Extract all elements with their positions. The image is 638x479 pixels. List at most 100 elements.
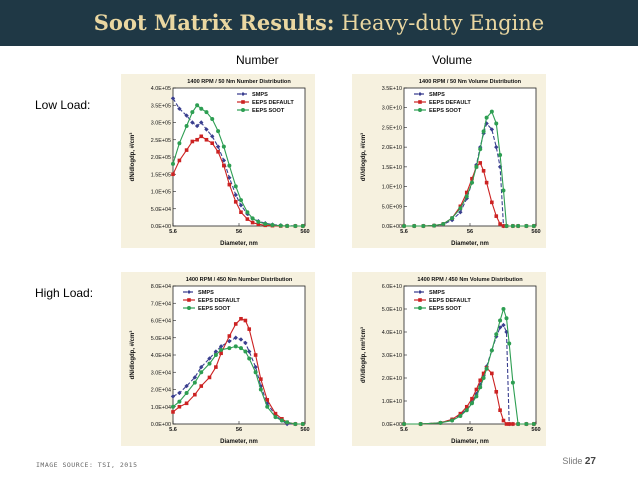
data-point — [458, 210, 463, 215]
data-point — [501, 322, 506, 328]
data-point — [278, 223, 283, 228]
data-point — [213, 353, 218, 357]
data-point — [177, 106, 182, 111]
slide-number: Slide 27 — [562, 456, 596, 467]
x-tick-label: 560 — [531, 427, 540, 433]
data-point — [207, 361, 212, 366]
legend-item: SMPS — [237, 92, 268, 98]
data-point — [458, 411, 463, 416]
legend-marker — [187, 298, 191, 302]
data-point — [489, 348, 494, 353]
data-point — [256, 219, 261, 224]
data-point — [199, 120, 204, 125]
data-point — [273, 411, 278, 416]
legend-item: SMPS — [183, 290, 214, 296]
series-line — [404, 110, 534, 227]
data-point — [227, 163, 232, 168]
legend-marker — [418, 306, 422, 310]
legend-marker — [241, 92, 245, 96]
chart-high-load-number: 1400 RPM / 450 Nm Number Distribution 0.0… — [129, 277, 310, 445]
data-point — [474, 164, 479, 169]
data-point — [300, 422, 305, 426]
data-point — [233, 344, 238, 349]
data-point — [494, 121, 499, 126]
data-point — [484, 180, 489, 185]
data-point — [507, 341, 512, 346]
data-point — [481, 376, 486, 380]
data-point — [233, 184, 238, 189]
y-tick-label: 3.0E+10 — [382, 353, 402, 359]
legend-marker — [418, 298, 422, 302]
data-point — [481, 129, 486, 134]
slide-number-value: 27 — [584, 456, 596, 467]
data-point — [233, 322, 238, 326]
data-point — [474, 394, 479, 399]
legend-item: SMPS — [414, 290, 445, 296]
x-tick-label: 56 — [236, 427, 242, 433]
legend-marker — [241, 108, 245, 112]
x-tick-label: 5.6 — [400, 427, 408, 433]
data-point — [263, 221, 268, 226]
data-point — [432, 223, 437, 228]
data-point — [524, 422, 529, 426]
y-axis-label: dV/dlogdp, nm³/cm³ — [360, 327, 367, 383]
y-tick-label: 0.0E+00 — [382, 224, 402, 230]
y-tick-label: 0.0E+00 — [151, 224, 171, 230]
y-tick-label: 3.0E+05 — [151, 121, 171, 127]
data-point — [213, 349, 219, 354]
data-point — [469, 401, 474, 406]
data-point — [402, 224, 406, 228]
data-point — [210, 134, 215, 139]
data-point — [450, 418, 455, 423]
data-point — [481, 371, 486, 376]
data-point — [494, 214, 499, 218]
data-point — [469, 180, 474, 185]
legend-label: SMPS — [252, 92, 268, 98]
data-point — [412, 224, 417, 228]
data-point — [501, 418, 506, 423]
data-point — [238, 337, 244, 342]
data-point — [227, 182, 232, 187]
legend-item: EEPS SOOT — [183, 306, 231, 312]
x-axis-label: Diameter, nm — [220, 241, 258, 247]
data-point — [498, 408, 502, 412]
legend-item: EEPS DEFAULT — [414, 100, 471, 106]
data-point — [494, 144, 499, 150]
data-point — [227, 339, 232, 344]
data-point — [207, 356, 212, 361]
data-point — [247, 356, 252, 361]
data-point — [490, 200, 494, 205]
data-point — [293, 422, 298, 426]
chart-title: 1400 RPM / 50 Nm Volume Distribution — [419, 79, 522, 85]
data-point — [243, 318, 248, 323]
data-point — [192, 380, 197, 385]
data-point — [171, 172, 175, 177]
series-eeps-soot — [171, 344, 305, 426]
data-point — [227, 334, 232, 338]
data-point — [233, 200, 238, 204]
chart-title: 1400 RPM / 450 Nm Number Distribution — [186, 277, 293, 283]
y-tick-label: 1.0E+10 — [382, 399, 402, 405]
x-tick-label: 560 — [531, 229, 540, 235]
data-point — [204, 127, 209, 132]
plot-area — [172, 285, 306, 425]
data-point — [219, 347, 224, 352]
legend-label: EEPS SOOT — [198, 306, 231, 312]
series-line — [172, 104, 303, 227]
page-title: Soot Matrix Results: Heavy-duty Engine — [0, 0, 638, 46]
series-eeps-soot — [171, 103, 305, 228]
image-source: IMAGE SOURCE: TSI, 2015 — [36, 461, 138, 469]
data-point — [192, 375, 198, 380]
data-point — [239, 210, 243, 214]
row-label-low-load: Low Load: — [35, 98, 91, 112]
column-label-number: Number — [236, 53, 279, 67]
data-point — [199, 384, 204, 388]
series-eeps-default — [171, 316, 305, 426]
data-point — [233, 335, 238, 340]
data-point — [238, 203, 244, 208]
y-tick-label: 4.0E+05 — [151, 86, 171, 92]
data-point — [184, 123, 189, 128]
y-tick-label: 3.5E+10 — [382, 86, 402, 92]
data-point — [458, 206, 463, 211]
title-bar — [0, 0, 638, 46]
